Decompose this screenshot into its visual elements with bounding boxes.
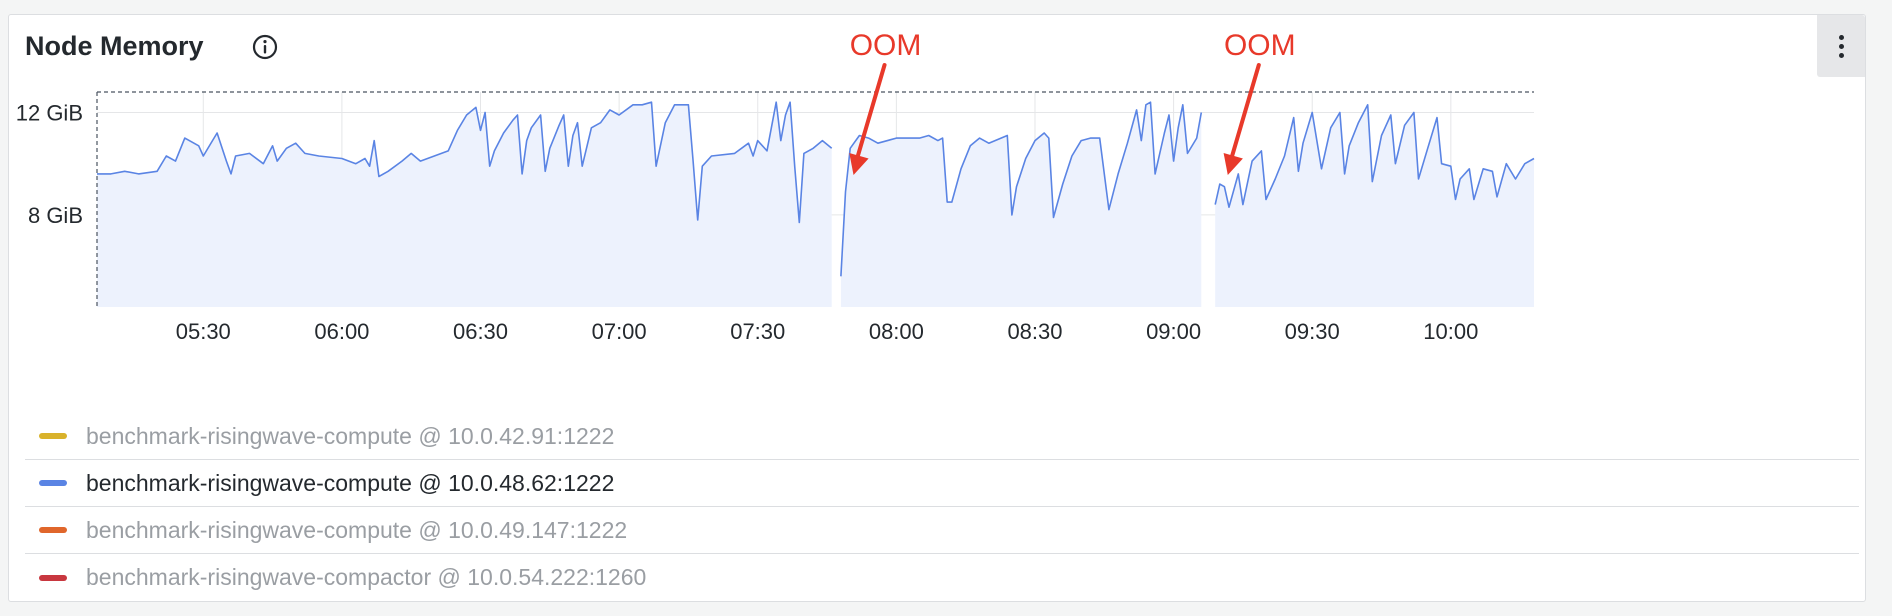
series-area (97, 102, 832, 307)
series-line (1214, 104, 1535, 208)
legend-item-compactor-10-0-54-222[interactable]: benchmark-risingwave-compactor @ 10.0.54… (25, 554, 1859, 601)
legend-label: benchmark-risingwave-compute @ 10.0.42.9… (86, 422, 615, 449)
legend-swatch (39, 480, 67, 486)
oom-annotation-label: OOM (1224, 29, 1296, 62)
legend-swatch (39, 574, 67, 581)
memory-chart: 12 GiB 8 GiB 05:30 06:00 06:30 07:00 07:30 08:0… (16, 29, 1535, 344)
x-tick-label: 05:30 (176, 319, 231, 344)
legend-item-compute-10-0-49-147[interactable]: benchmark-risingwave-compute @ 10.0.49.1… (25, 507, 1859, 554)
x-tick-label: 08:00 (869, 319, 924, 344)
oom-arrow-head (849, 153, 869, 175)
oom-arrow-shaft (1229, 63, 1261, 159)
series-area (1215, 104, 1534, 307)
info-circle-icon[interactable] (251, 33, 279, 61)
oom-arrow-shaft (855, 63, 887, 159)
oom-annotation-label: OOM (850, 29, 922, 62)
x-tick-label: 10:00 (1423, 319, 1478, 344)
legend-swatch (39, 527, 67, 533)
x-tick-label: 06:30 (453, 319, 508, 344)
legend: benchmark-risingwave-compute @ 10.0.42.9… (25, 413, 1859, 601)
x-tick-label: 07:00 (592, 319, 647, 344)
y-tick-label: 12 GiB (16, 100, 83, 125)
y-tick-label: 8 GiB (28, 203, 83, 228)
node-memory-panel: Node Memory 12 GiB 8 GiB 05:30 06:00 06:30 07… (8, 14, 1866, 602)
x-tick-label: 09:00 (1146, 319, 1201, 344)
series-area (840, 102, 1202, 307)
legend-label: benchmark-risingwave-compute @ 10.0.49.1… (86, 516, 628, 543)
legend-label: benchmark-risingwave-compute @ 10.0.48.6… (86, 469, 615, 496)
x-tick-label: 07:30 (730, 319, 785, 344)
x-tick-label: 06:00 (314, 319, 369, 344)
legend-item-compute-10-0-42-91[interactable]: benchmark-risingwave-compute @ 10.0.42.9… (25, 413, 1859, 460)
series-line (97, 101, 833, 224)
legend-item-compute-10-0-48-62[interactable]: benchmark-risingwave-compute @ 10.0.48.6… (25, 460, 1859, 507)
legend-swatch (39, 433, 67, 439)
x-tick-label: 08:30 (1007, 319, 1062, 344)
legend-label: benchmark-risingwave-compactor @ 10.0.54… (86, 564, 647, 590)
oom-arrow-head (1223, 153, 1243, 175)
x-tick-label: 09:30 (1285, 319, 1340, 344)
panel-title: Node Memory (25, 31, 204, 61)
kebab-menu-icon[interactable] (1817, 15, 1865, 77)
series-line (840, 101, 1203, 277)
